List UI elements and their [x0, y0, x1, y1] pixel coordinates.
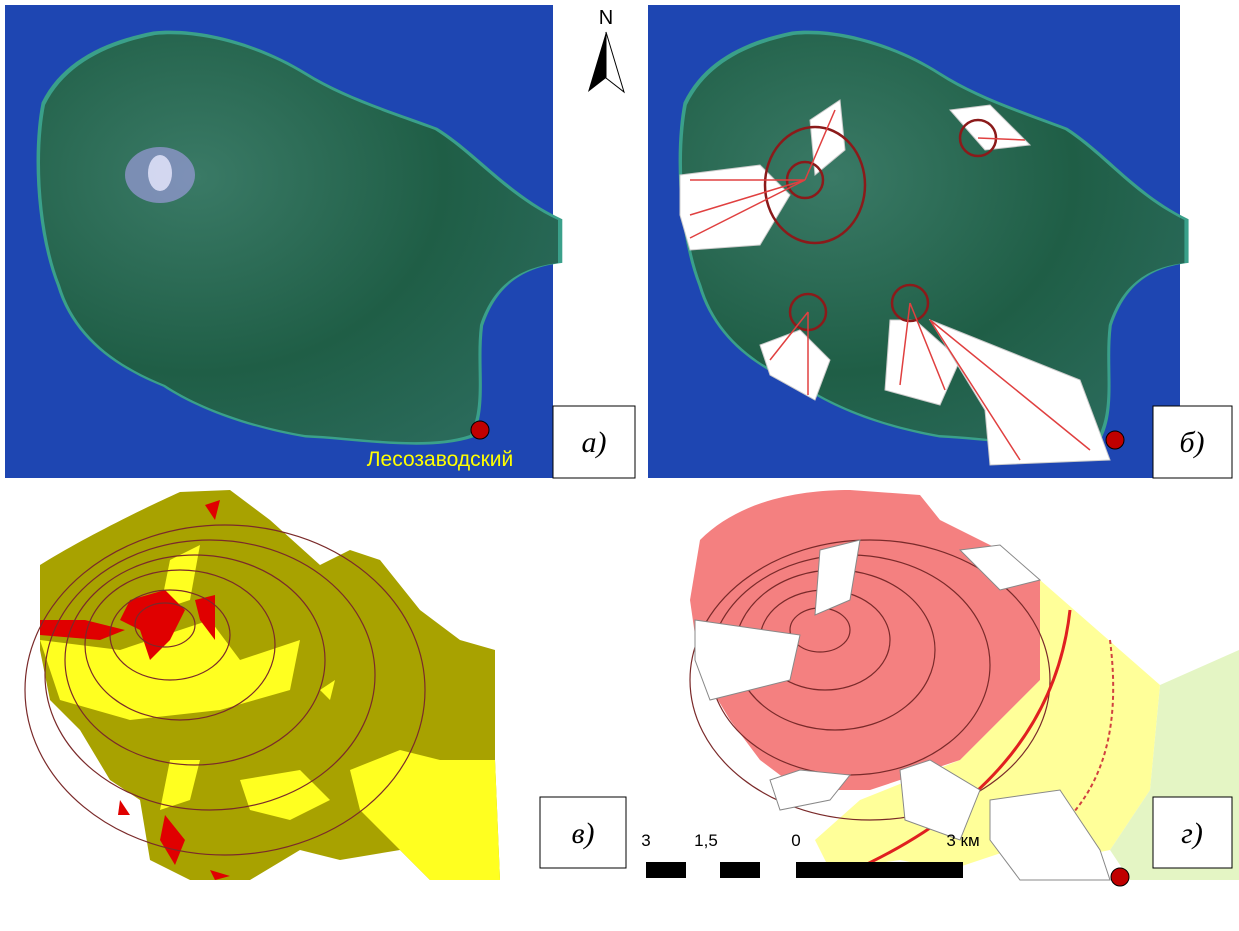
map-shape [958, 544, 1042, 591]
map-shape [689, 109, 1091, 461]
map-shape [134, 602, 196, 648]
map-shape [1105, 430, 1125, 450]
label: б) [1179, 426, 1204, 459]
map-shape [109, 589, 231, 681]
map-shape [686, 862, 720, 878]
map-shape [689, 539, 1051, 821]
map-shape [40, 500, 230, 880]
panel-a: а) Лесозаводский [5, 5, 636, 479]
map-shape [899, 759, 981, 841]
map-shape [36, 30, 563, 445]
scale-bar: 3 1,5 0 3 км [641, 831, 980, 878]
map-shape [763, 125, 867, 245]
map-shape [195, 595, 215, 640]
map-shape [809, 99, 846, 176]
label: N [599, 7, 613, 29]
map-shape [694, 619, 801, 701]
map-shape [120, 590, 185, 660]
map-shape [759, 329, 831, 401]
map-shape [148, 155, 172, 191]
map-shape [350, 750, 500, 880]
label: 3 км [946, 831, 979, 850]
map-shape [958, 118, 998, 158]
map-shape [118, 800, 130, 815]
label: в) [571, 817, 594, 850]
map-shape [1152, 796, 1233, 869]
map-shape [1152, 405, 1233, 479]
map-shape [210, 870, 230, 880]
map-shape [320, 680, 335, 700]
map-shape [689, 109, 1091, 461]
map-shape [646, 862, 686, 878]
north-arrow: N [588, 7, 625, 94]
map-shape [160, 815, 185, 865]
map-shape [814, 539, 861, 616]
panel-d: г) [689, 490, 1239, 887]
map-shape [160, 760, 200, 810]
map-shape [24, 524, 426, 856]
map-shape [539, 796, 627, 869]
map-shape [796, 862, 963, 878]
map-shape [989, 789, 1111, 881]
map-shape [40, 620, 125, 640]
map-shape [64, 554, 326, 766]
map-shape [160, 545, 200, 610]
map-shape [849, 609, 1072, 874]
label: г) [1181, 817, 1203, 850]
map-shape [769, 769, 851, 811]
label: 0 [791, 831, 800, 850]
map-shape [760, 862, 796, 878]
label: а) [582, 426, 607, 459]
map-shape [720, 862, 760, 878]
map-shape [84, 569, 276, 721]
map-shape [24, 524, 426, 856]
map-shape [470, 420, 490, 440]
map-shape [205, 500, 220, 520]
panel-b: б) [648, 5, 1233, 479]
map-shape [552, 405, 636, 479]
panel-c: в) [24, 490, 627, 880]
label: Лесозаводский [367, 448, 514, 471]
map-shape [40, 620, 300, 720]
label: 3 [641, 831, 650, 850]
map-shape [890, 283, 930, 323]
map-shape [588, 32, 606, 92]
map-shape [694, 539, 1111, 881]
map-shape [815, 580, 1160, 870]
label: 1,5 [694, 831, 718, 850]
map-shape [44, 539, 376, 811]
map-shape [605, 31, 625, 94]
map-shape [1110, 867, 1130, 887]
